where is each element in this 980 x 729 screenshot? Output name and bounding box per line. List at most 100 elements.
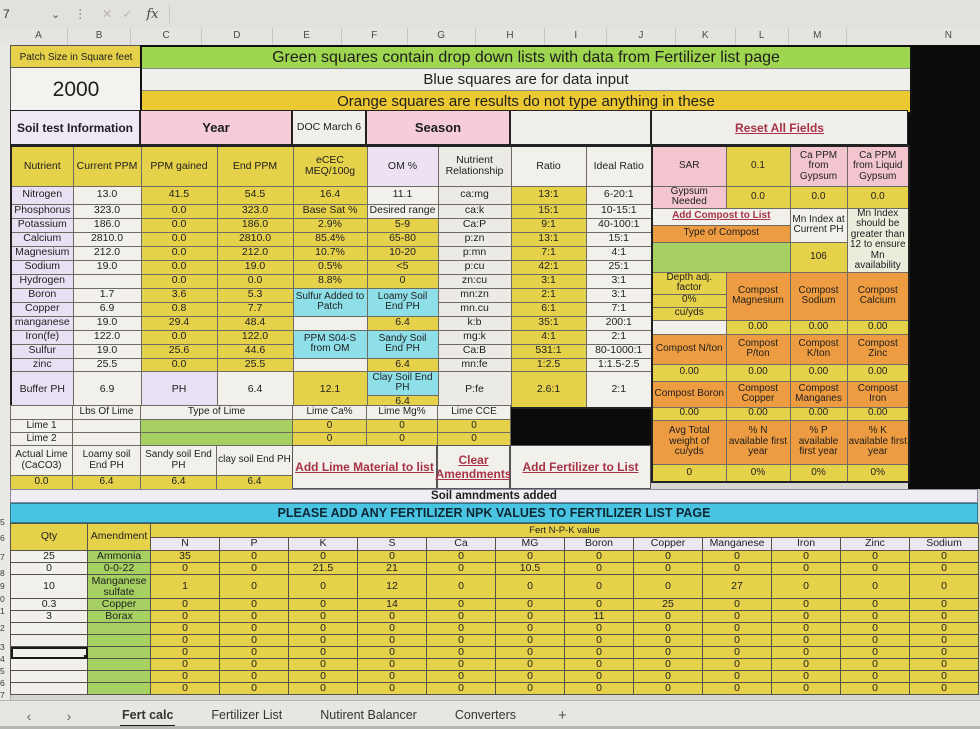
cell[interactable]: 15:1 bbox=[510, 203, 587, 219]
cell[interactable]: MG bbox=[495, 537, 565, 551]
cell[interactable]: 0 bbox=[633, 670, 703, 684]
cell[interactable]: Ratio bbox=[510, 145, 587, 187]
row-number[interactable]: 3 bbox=[0, 642, 5, 652]
cell[interactable]: 19.0 bbox=[216, 259, 294, 275]
cell[interactable]: 0 bbox=[771, 610, 841, 624]
cell[interactable]: 0 bbox=[426, 670, 496, 684]
cell[interactable]: Amendment bbox=[87, 523, 151, 551]
cell[interactable]: 323.0 bbox=[72, 203, 142, 219]
cell[interactable]: 0 bbox=[702, 562, 772, 576]
cell[interactable]: Magnesium bbox=[10, 245, 74, 261]
cell[interactable]: 122.0 bbox=[72, 329, 142, 345]
cell[interactable]: 4:1 bbox=[510, 329, 587, 345]
cell[interactable]: 0.00 bbox=[725, 363, 791, 382]
cell[interactable]: 0 bbox=[702, 549, 772, 564]
cell[interactable]: 0 bbox=[840, 562, 910, 576]
cell[interactable]: 48.4 bbox=[216, 315, 294, 331]
cell[interactable]: 106 bbox=[789, 241, 848, 273]
cell[interactable]: Compost N/ton bbox=[651, 333, 727, 365]
cell[interactable]: Copper bbox=[10, 301, 74, 317]
cell[interactable]: zinc bbox=[10, 357, 74, 372]
cell[interactable]: Sulfur bbox=[10, 343, 74, 359]
cell[interactable]: 0 bbox=[495, 658, 565, 672]
cell[interactable]: 13.0 bbox=[72, 185, 142, 205]
sheet-tab[interactable]: Fertilizer List bbox=[211, 707, 283, 722]
cell[interactable]: 6.4 bbox=[366, 394, 439, 408]
cell[interactable]: 0 bbox=[908, 670, 980, 684]
cell[interactable]: 0.00 bbox=[651, 406, 727, 421]
cell[interactable]: 0 bbox=[357, 622, 427, 636]
cell[interactable] bbox=[87, 682, 151, 696]
cell[interactable]: Copper bbox=[633, 537, 703, 551]
cell[interactable]: 0 bbox=[908, 562, 980, 576]
cell[interactable]: k:b bbox=[437, 315, 512, 331]
chevron-down-icon[interactable]: ⌄ bbox=[51, 8, 61, 21]
cell[interactable]: 0 bbox=[564, 622, 634, 636]
cell[interactable]: Compost P/ton bbox=[725, 333, 791, 365]
cell[interactable]: 2:1 bbox=[585, 370, 653, 409]
cell[interactable]: 0.0 bbox=[140, 273, 218, 289]
cell[interactable]: 0 bbox=[908, 598, 980, 612]
cell[interactable]: mn:zn bbox=[437, 287, 512, 303]
cell[interactable]: 0.00 bbox=[789, 406, 848, 421]
cell[interactable]: Calcium bbox=[10, 231, 74, 247]
cell[interactable]: Compost K/ton bbox=[789, 333, 848, 365]
cell[interactable]: 0 bbox=[357, 670, 427, 684]
cell[interactable]: 0 bbox=[564, 670, 634, 684]
cell[interactable]: Avg Total weight of cu/yds bbox=[651, 419, 727, 465]
cell[interactable]: Desired range bbox=[366, 203, 439, 219]
cell[interactable]: Gypsum Needed bbox=[651, 185, 727, 209]
cell[interactable]: 0 bbox=[908, 634, 980, 648]
cell[interactable]: Compost Boron bbox=[651, 380, 727, 408]
cell[interactable]: 0.0 bbox=[140, 245, 218, 261]
cell[interactable]: 42:1 bbox=[510, 259, 587, 275]
cell[interactable]: 0 bbox=[150, 562, 220, 576]
cell[interactable]: Loamy Soil End PH bbox=[366, 287, 439, 317]
cell[interactable]: 0 bbox=[908, 610, 980, 624]
cell[interactable]: 0% bbox=[846, 463, 910, 483]
cell[interactable]: Boron bbox=[564, 537, 634, 551]
row-number[interactable]: 6 bbox=[0, 533, 5, 543]
cell[interactable]: 0.0 bbox=[789, 185, 848, 209]
cell[interactable]: 12.1 bbox=[292, 370, 368, 409]
cell[interactable]: 0 bbox=[495, 646, 565, 660]
cell[interactable]: 16.4 bbox=[292, 185, 368, 205]
cell[interactable]: 0 bbox=[840, 646, 910, 660]
cell[interactable]: 0 bbox=[219, 562, 289, 576]
cell[interactable]: 3.6 bbox=[140, 287, 218, 303]
cell[interactable]: 0 bbox=[702, 658, 772, 672]
column-header[interactable]: I bbox=[545, 28, 607, 45]
cell[interactable]: 0 bbox=[150, 634, 220, 648]
cell[interactable]: 0 bbox=[564, 574, 634, 600]
cell[interactable]: 0 bbox=[633, 646, 703, 660]
cell[interactable]: 0 bbox=[771, 646, 841, 660]
cell[interactable]: 0 bbox=[426, 562, 496, 576]
cell[interactable]: Compost Copper bbox=[725, 380, 791, 408]
cell[interactable]: 1.7 bbox=[72, 287, 142, 303]
cell[interactable]: 531:1 bbox=[510, 343, 587, 359]
cell[interactable]: 6.4 bbox=[215, 475, 294, 490]
cell[interactable]: 6.4 bbox=[72, 475, 141, 490]
column-header[interactable]: E bbox=[273, 28, 342, 45]
cell[interactable]: 0.0 bbox=[140, 357, 218, 372]
cell[interactable]: 80-1000:1 bbox=[585, 343, 653, 359]
cell[interactable]: 0.0 bbox=[140, 259, 218, 275]
cell[interactable]: 0 bbox=[771, 622, 841, 636]
cell[interactable]: 0.00 bbox=[651, 363, 727, 382]
cell[interactable]: Copper bbox=[87, 598, 151, 612]
cell[interactable]: % N available first year bbox=[725, 419, 791, 465]
cell[interactable]: End PPM bbox=[216, 145, 294, 187]
cell[interactable]: 0 bbox=[771, 682, 841, 696]
cell[interactable]: 13:1 bbox=[510, 185, 587, 205]
cell[interactable]: 6.9 bbox=[72, 301, 142, 317]
cell[interactable] bbox=[87, 634, 151, 648]
cell[interactable]: OM % bbox=[366, 145, 439, 187]
selected-cell[interactable] bbox=[10, 646, 88, 660]
cell[interactable]: 0% bbox=[651, 293, 727, 308]
cell[interactable]: 186.0 bbox=[216, 217, 294, 233]
cell[interactable]: 0 bbox=[840, 574, 910, 600]
cell[interactable]: 3:1 bbox=[585, 287, 653, 303]
cell[interactable]: 0 bbox=[219, 622, 289, 636]
row-number[interactable]: 0 bbox=[0, 594, 5, 604]
cell[interactable]: 0 bbox=[633, 549, 703, 564]
